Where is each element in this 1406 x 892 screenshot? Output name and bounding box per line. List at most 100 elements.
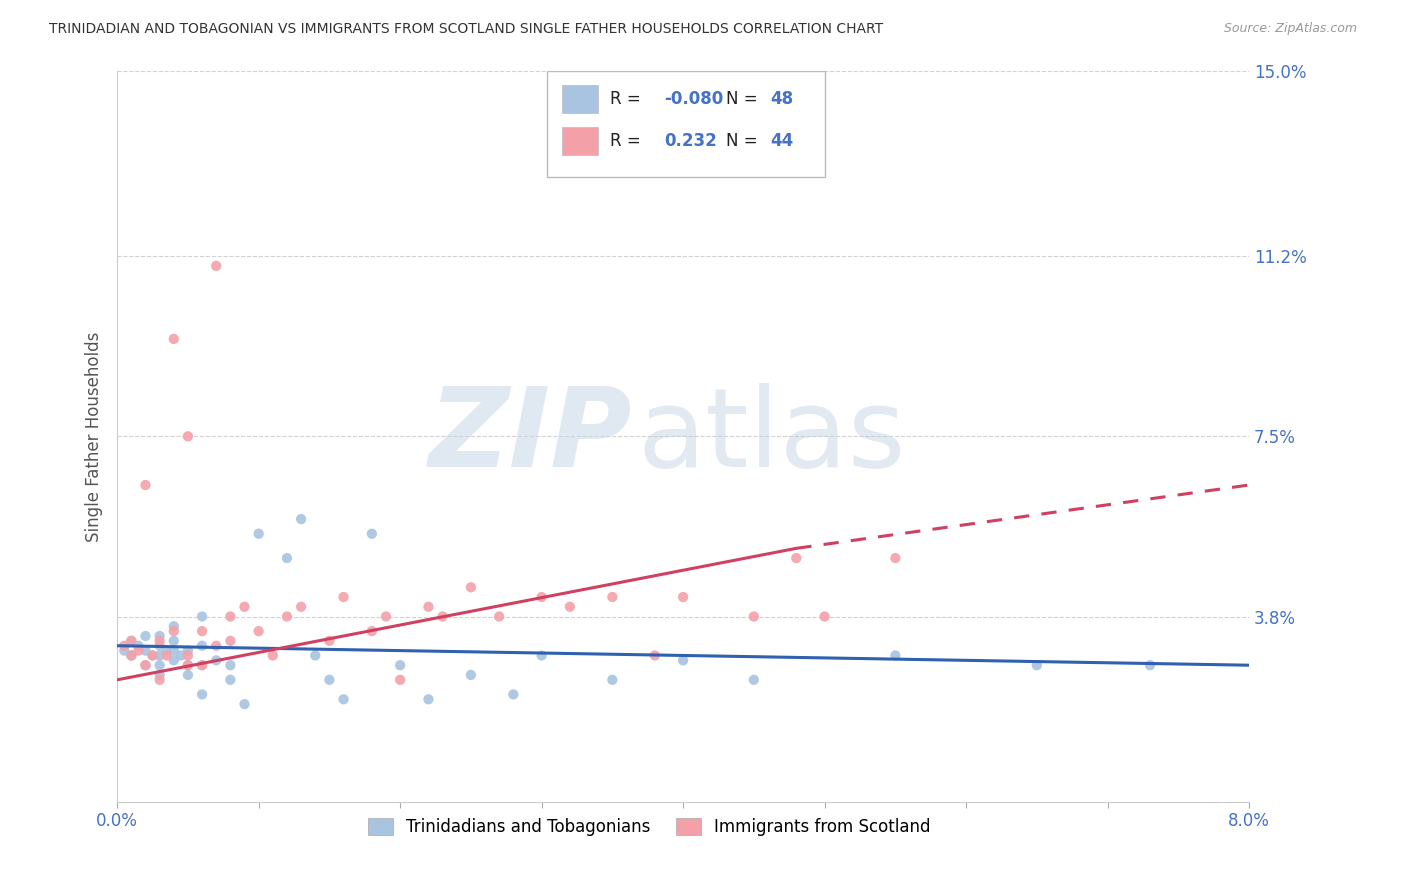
- Point: [318, 673, 340, 687]
- Text: TRINIDADIAN AND TOBAGONIAN VS IMMIGRANTS FROM SCOTLAND SINGLE FATHER HOUSEHOLDS : TRINIDADIAN AND TOBAGONIAN VS IMMIGRANTS…: [49, 22, 883, 37]
- Point: [332, 590, 354, 604]
- Text: R =: R =: [610, 132, 645, 150]
- Text: 0.232: 0.232: [664, 132, 717, 150]
- Point: [460, 580, 482, 594]
- Point: [142, 648, 165, 663]
- Point: [177, 648, 200, 663]
- Point: [262, 648, 284, 663]
- Text: ZIP: ZIP: [429, 383, 633, 490]
- Point: [134, 658, 156, 673]
- Point: [163, 633, 186, 648]
- Point: [530, 648, 553, 663]
- FancyBboxPatch shape: [562, 85, 598, 112]
- Point: [502, 688, 524, 702]
- Point: [375, 609, 398, 624]
- Point: [134, 658, 156, 673]
- FancyBboxPatch shape: [562, 128, 598, 155]
- Point: [318, 633, 340, 648]
- Point: [191, 658, 214, 673]
- Point: [191, 624, 214, 639]
- FancyBboxPatch shape: [547, 71, 824, 177]
- Text: N =: N =: [725, 132, 763, 150]
- Text: 48: 48: [770, 90, 793, 108]
- Point: [884, 648, 907, 663]
- Point: [191, 688, 214, 702]
- Point: [332, 692, 354, 706]
- Point: [191, 658, 214, 673]
- Y-axis label: Single Father Households: Single Father Households: [86, 331, 103, 541]
- Text: 44: 44: [770, 132, 793, 150]
- Point: [156, 643, 179, 657]
- Point: [142, 648, 165, 663]
- Text: Source: ZipAtlas.com: Source: ZipAtlas.com: [1223, 22, 1357, 36]
- Point: [163, 653, 186, 667]
- Point: [389, 673, 412, 687]
- Text: N =: N =: [725, 90, 763, 108]
- Text: atlas: atlas: [638, 383, 907, 490]
- Point: [120, 648, 142, 663]
- Point: [149, 673, 172, 687]
- Point: [233, 697, 256, 711]
- Point: [389, 658, 412, 673]
- Point: [672, 590, 695, 604]
- Point: [149, 629, 172, 643]
- Point: [163, 643, 186, 657]
- Point: [219, 633, 242, 648]
- Point: [276, 609, 298, 624]
- Point: [1025, 658, 1047, 673]
- Point: [205, 639, 228, 653]
- Point: [120, 633, 142, 648]
- Point: [112, 639, 135, 653]
- Point: [163, 624, 186, 639]
- Point: [120, 633, 142, 648]
- Point: [304, 648, 326, 663]
- Point: [149, 648, 172, 663]
- Point: [134, 478, 156, 492]
- Point: [360, 624, 382, 639]
- Text: R =: R =: [610, 90, 645, 108]
- Legend: Trinidadians and Tobagonians, Immigrants from Scotland: Trinidadians and Tobagonians, Immigrants…: [360, 810, 939, 845]
- Point: [602, 590, 624, 604]
- Point: [149, 658, 172, 673]
- Point: [191, 609, 214, 624]
- Point: [290, 599, 312, 614]
- Point: [156, 648, 179, 663]
- Point: [134, 643, 156, 657]
- Point: [558, 599, 581, 614]
- Point: [530, 590, 553, 604]
- Point: [219, 658, 242, 673]
- Point: [112, 643, 135, 657]
- Point: [127, 639, 149, 653]
- Point: [177, 658, 200, 673]
- Point: [1139, 658, 1161, 673]
- Point: [127, 643, 149, 657]
- Point: [742, 673, 765, 687]
- Point: [120, 648, 142, 663]
- Point: [360, 526, 382, 541]
- Point: [602, 673, 624, 687]
- Point: [149, 639, 172, 653]
- Point: [276, 551, 298, 566]
- Point: [644, 648, 666, 663]
- Point: [432, 609, 454, 624]
- Point: [219, 673, 242, 687]
- Point: [884, 551, 907, 566]
- Point: [149, 633, 172, 648]
- Point: [247, 526, 270, 541]
- Point: [290, 512, 312, 526]
- Point: [219, 609, 242, 624]
- Point: [170, 648, 193, 663]
- Point: [205, 259, 228, 273]
- Point: [813, 609, 835, 624]
- Point: [785, 551, 807, 566]
- Point: [418, 692, 440, 706]
- Text: -0.080: -0.080: [664, 90, 723, 108]
- Point: [177, 643, 200, 657]
- Point: [233, 599, 256, 614]
- Point: [177, 658, 200, 673]
- Point: [742, 609, 765, 624]
- Point: [672, 653, 695, 667]
- Point: [205, 653, 228, 667]
- Point: [149, 668, 172, 682]
- Point: [177, 429, 200, 443]
